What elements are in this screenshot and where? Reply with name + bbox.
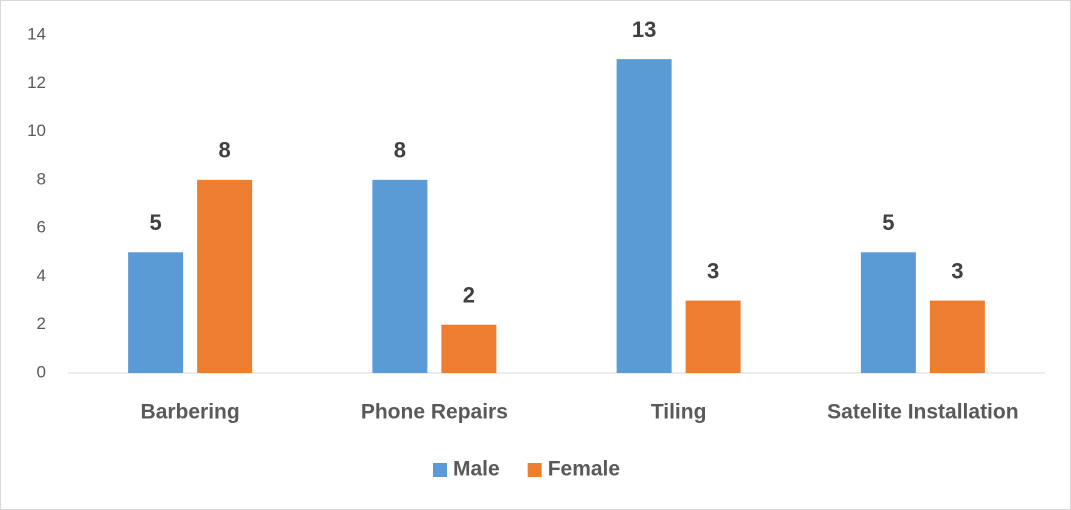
y-tick-label: 6 (37, 218, 46, 237)
legend-swatch (527, 463, 542, 477)
legend-label: Female (548, 458, 620, 481)
data-label: 2 (463, 283, 475, 308)
bar (372, 179, 428, 373)
y-tick-label: 2 (37, 314, 46, 333)
y-tick-label: 4 (37, 266, 46, 285)
y-tick-label: 12 (27, 73, 46, 92)
bar (128, 252, 184, 373)
data-label: 13 (632, 17, 656, 42)
x-tick-label: Phone Repairs (361, 401, 508, 424)
legend-label: Male (453, 458, 500, 481)
data-label: 5 (882, 210, 894, 235)
bar (441, 324, 497, 373)
data-label: 3 (707, 258, 719, 283)
bar (685, 300, 741, 373)
data-label: 8 (219, 138, 231, 163)
legend-swatch (433, 463, 447, 477)
bar (860, 252, 916, 373)
y-tick-label: 10 (27, 121, 46, 140)
x-tick-label: Barbering (141, 401, 240, 424)
x-tick-label: Satelite Installation (827, 401, 1018, 424)
y-tick-label: 0 (37, 362, 46, 381)
data-label: 3 (951, 258, 963, 283)
y-tick-label: 8 (37, 169, 46, 188)
data-label: 5 (150, 210, 162, 235)
bar (929, 300, 985, 373)
data-label: 8 (394, 138, 406, 163)
bar (197, 179, 253, 373)
y-tick-label: 14 (27, 24, 46, 43)
x-tick-label: Tiling (651, 401, 707, 424)
bar (616, 59, 672, 374)
